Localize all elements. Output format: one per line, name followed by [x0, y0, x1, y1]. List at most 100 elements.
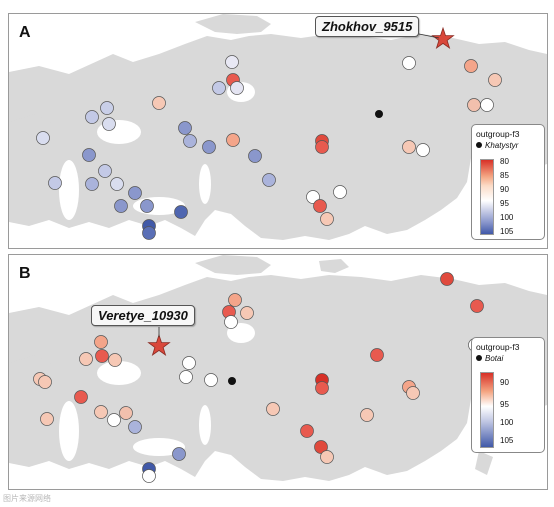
- sample-marker: [98, 164, 112, 178]
- sample-marker: [212, 81, 226, 95]
- eurasia-map-b: [9, 255, 547, 483]
- tick-label: 80: [500, 157, 509, 166]
- sample-marker: [440, 272, 454, 286]
- sample-marker: [480, 98, 494, 112]
- seas: [59, 323, 255, 461]
- sample-marker: [152, 96, 166, 110]
- samples-layer-b: [33, 272, 486, 483]
- sample-marker: [140, 199, 154, 213]
- sample-marker: [48, 176, 62, 190]
- north-sea: [59, 160, 79, 220]
- sample-marker: [74, 390, 88, 404]
- tick-label: 105: [500, 227, 514, 236]
- sample-marker: [488, 73, 502, 87]
- sample-marker: [228, 293, 242, 307]
- sample-marker: [266, 402, 280, 416]
- legend-title: outgroup-f3: [476, 342, 520, 352]
- sample-marker: [85, 177, 99, 191]
- sample-marker: [107, 413, 121, 427]
- sample-marker: [85, 110, 99, 124]
- sample-marker: [467, 98, 481, 112]
- color-ramp: [480, 372, 494, 448]
- baltic-sea: [97, 361, 141, 385]
- sample-marker: [182, 356, 196, 370]
- legend-key: Khatystyr: [476, 141, 518, 150]
- eurasia-map-a: [9, 14, 547, 240]
- black-sea: [133, 438, 185, 456]
- landmass: [9, 14, 547, 240]
- panel-a: A Zhokhov_9515 outgroup-f3 Khatystyr 80 …: [8, 13, 548, 249]
- tick-label: 90: [500, 185, 509, 194]
- sample-marker: [108, 353, 122, 367]
- tick-label: 90: [500, 378, 509, 387]
- sample-marker: [320, 450, 334, 464]
- sample-marker: [40, 412, 54, 426]
- color-ramp: [480, 159, 494, 235]
- sample-marker: [320, 212, 334, 226]
- legend: outgroup-f3 Khatystyr 80 85 90 95 100 10…: [471, 124, 545, 240]
- focal-sample-label: Zhokhov_9515: [315, 16, 420, 37]
- sample-marker: [406, 386, 420, 400]
- sample-marker: [102, 117, 116, 131]
- legend-key: Botai: [476, 354, 503, 363]
- sample-marker: [360, 408, 374, 422]
- sample-marker: [370, 348, 384, 362]
- sample-marker: [172, 447, 186, 461]
- sample-marker: [333, 185, 347, 199]
- tick-label: 100: [500, 213, 514, 222]
- panel-b: B Veretye_10930 outgroup-f3 Botai 90 95 …: [8, 254, 548, 490]
- reference-population-dot: [375, 110, 383, 118]
- sample-marker: [114, 199, 128, 213]
- legend-title: outgroup-f3: [476, 129, 520, 139]
- sample-marker: [315, 381, 329, 395]
- sample-marker: [178, 121, 192, 135]
- caspian-sea: [199, 164, 211, 204]
- focal-sample-star: [147, 333, 171, 357]
- sample-marker: [314, 440, 328, 454]
- sample-marker: [402, 140, 416, 154]
- legend-key-label: Khatystyr: [485, 141, 519, 150]
- sample-marker: [36, 131, 50, 145]
- legend: outgroup-f3 Botai 90 95 100 105: [471, 337, 545, 453]
- sample-marker: [464, 59, 478, 73]
- sample-marker: [240, 306, 254, 320]
- tick-label: 105: [500, 436, 514, 445]
- panel-letter: B: [19, 265, 31, 282]
- sample-marker: [306, 190, 320, 204]
- sample-marker: [82, 148, 96, 162]
- tick-label: 100: [500, 418, 514, 427]
- tick-label: 95: [500, 199, 509, 208]
- sample-marker: [202, 140, 216, 154]
- sample-marker: [313, 199, 327, 213]
- samples-layer-a: [36, 55, 502, 240]
- sample-marker: [402, 56, 416, 70]
- sample-marker: [204, 373, 218, 387]
- black-dot-icon: [476, 355, 482, 361]
- sample-marker: [248, 149, 262, 163]
- sample-marker: [224, 315, 238, 329]
- sample-marker: [315, 140, 329, 154]
- legend-key-label: Botai: [485, 354, 504, 363]
- sample-marker: [95, 349, 109, 363]
- sample-marker: [128, 186, 142, 200]
- sample-marker: [225, 55, 239, 69]
- sample-marker: [94, 335, 108, 349]
- sample-marker: [110, 177, 124, 191]
- tick-label: 95: [500, 400, 509, 409]
- focal-sample-label: Veretye_10930: [91, 305, 195, 326]
- sample-marker: [183, 134, 197, 148]
- reference-population-dot: [228, 377, 236, 385]
- sample-marker: [179, 370, 193, 384]
- sample-marker: [416, 143, 430, 157]
- sample-marker: [142, 226, 156, 240]
- sample-marker: [226, 133, 240, 147]
- panel-letter: A: [19, 24, 31, 41]
- sample-marker: [300, 424, 314, 438]
- sample-marker: [94, 405, 108, 419]
- sample-marker: [119, 406, 133, 420]
- focal-sample-star: [431, 26, 455, 50]
- black-dot-icon: [476, 142, 482, 148]
- sample-marker: [230, 81, 244, 95]
- sample-marker: [174, 205, 188, 219]
